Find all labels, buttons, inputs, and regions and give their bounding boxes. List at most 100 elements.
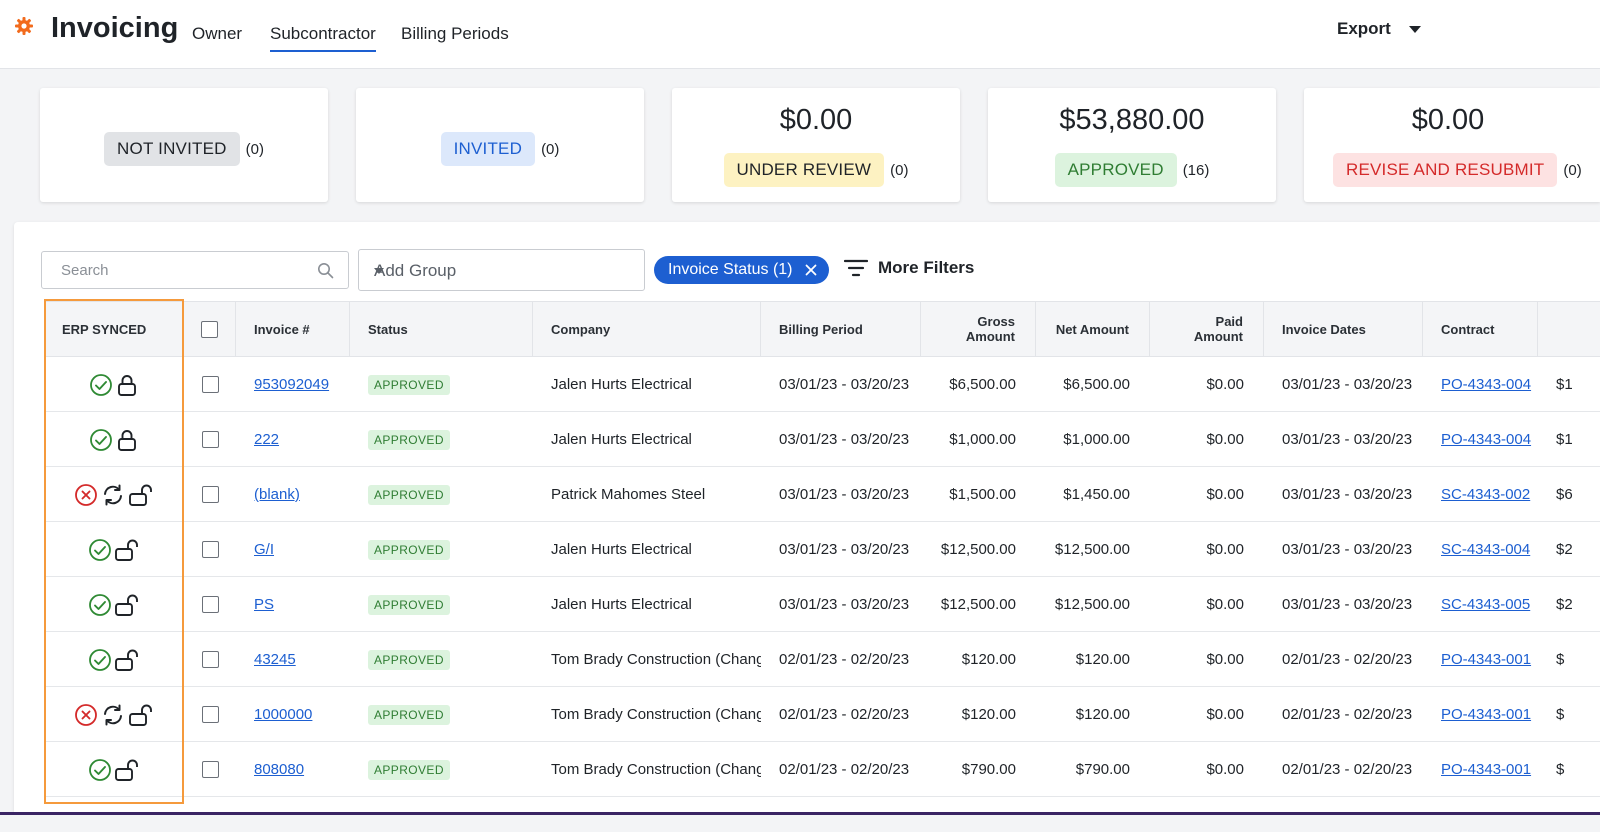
col-status[interactable]: Status <box>350 302 533 356</box>
tab-billing-periods[interactable]: Billing Periods <box>401 24 509 43</box>
search-input[interactable]: Search <box>41 251 349 289</box>
status-badge-cell: APPROVED <box>350 742 533 797</box>
contract-link[interactable]: PO-4343-001 <box>1441 706 1532 723</box>
col-erp-synced[interactable]: ERP SYNCED <box>44 302 184 356</box>
contract-link[interactable]: SC-4343-005 <box>1441 596 1531 613</box>
col-gross-amount[interactable]: Gross Amount <box>921 302 1036 356</box>
paid-amount-cell: $0.00 <box>1150 742 1264 797</box>
invoice-dates: 03/01/23 - 03/20/23 <box>1282 486 1413 503</box>
col-next <box>1538 302 1600 356</box>
invoice-number-link[interactable]: 808080 <box>254 761 305 778</box>
invoice-dates: 02/01/23 - 02/20/23 <box>1282 651 1413 668</box>
status-badge: APPROVED <box>368 594 450 615</box>
invoice-number-link[interactable]: 1000000 <box>254 706 313 723</box>
search-placeholder: Search <box>61 262 109 279</box>
table-row[interactable]: G/I APPROVED Jalen Hurts Electrical 03/01/2… <box>44 522 1600 577</box>
table-row[interactable]: 808080 APPROVED Tom Brady Construction (Ch… <box>44 742 1600 797</box>
card-amount: $53,880.00 <box>1059 104 1205 136</box>
invoice-number-link[interactable]: 953092049 <box>254 376 330 393</box>
summary-card-not-invited[interactable]: NOT INVITED (0) <box>40 88 328 202</box>
col-invoice-number[interactable]: Invoice # <box>236 302 350 356</box>
export-label: Export <box>1337 19 1391 38</box>
invoice-number-link-cell: 953092049 <box>236 357 350 412</box>
invoice-number-link[interactable]: PS <box>254 596 275 613</box>
close-icon[interactable] <box>805 264 817 276</box>
net-amount-cell: $6,500.00 <box>1036 357 1150 412</box>
contract-link[interactable]: PO-4343-004 <box>1441 431 1532 448</box>
table-row[interactable]: (blank) APPROVED Patrick Mahomes Steel 03/0… <box>44 467 1600 522</box>
summary-card-invited[interactable]: INVITED (0) <box>356 88 644 202</box>
gross-amount-cell: $120.00 <box>921 632 1036 687</box>
contract-link-cell: SC-4343-004 <box>1423 522 1538 577</box>
invoice-dates: 03/01/23 - 03/20/23 <box>1282 541 1413 558</box>
paid-amount: $0.00 <box>1206 596 1244 613</box>
summary-card-revise-resubmit[interactable]: $0.00 REVISE AND RESUBMIT (0) <box>1304 88 1600 202</box>
table-row[interactable]: 953092049 APPROVED Jalen Hurts Electrical 0… <box>44 357 1600 412</box>
invoice-dates: 03/01/23 - 03/20/23 <box>1282 376 1413 393</box>
next-column-value-cell: $ <box>1538 742 1600 797</box>
row-checkbox[interactable] <box>201 431 219 448</box>
row-checkbox[interactable] <box>201 596 219 613</box>
status-badge-cell: APPROVED <box>350 632 533 687</box>
table-row[interactable]: PS APPROVED Jalen Hurts Electrical 03/01/23… <box>44 577 1600 632</box>
x-circle-icon <box>75 703 97 726</box>
col-billing-period[interactable]: Billing Period <box>761 302 921 356</box>
net-amount-cell: $12,500.00 <box>1036 522 1150 577</box>
col-paid-amount[interactable]: Paid Amount <box>1150 302 1264 356</box>
net-amount: $120.00 <box>1075 706 1130 723</box>
contract-link[interactable]: PO-4343-004 <box>1441 376 1532 393</box>
company-name-cell: Tom Brady Construction (Chang <box>533 687 761 742</box>
next-column-value: $2 <box>1556 596 1573 613</box>
invoice-number-link[interactable]: 222 <box>254 431 280 448</box>
export-button[interactable]: Export <box>1337 19 1421 39</box>
tab-owner[interactable]: Owner <box>192 24 243 43</box>
row-checkbox[interactable] <box>201 761 219 778</box>
contract-link-cell: PO-4343-004 <box>1423 412 1538 467</box>
erp-status-icons <box>89 373 139 397</box>
table-row[interactable]: 43245 APPROVED Tom Brady Construction (Cha… <box>44 632 1600 687</box>
contract-link[interactable]: SC-4343-004 <box>1441 541 1531 558</box>
summary-card-under-review[interactable]: $0.00 UNDER REVIEW (0) <box>672 88 960 202</box>
col-contract[interactable]: Contract <box>1423 302 1538 356</box>
table-row[interactable]: 222 APPROVED Jalen Hurts Electrical 03/01/2… <box>44 412 1600 467</box>
net-amount: $1,450.00 <box>1063 486 1130 503</box>
add-group-placeholder: Add Group <box>374 261 457 280</box>
net-amount-cell: $1,450.00 <box>1036 467 1150 522</box>
contract-link[interactable]: PO-4343-001 <box>1441 761 1532 778</box>
row-checkbox[interactable] <box>201 706 219 723</box>
table-row[interactable]: 1000000 APPROVED Tom Brady Construction (C… <box>44 687 1600 742</box>
company-name-cell: Jalen Hurts Electrical <box>533 522 761 577</box>
col-company[interactable]: Company <box>533 302 761 356</box>
row-checkbox[interactable] <box>201 486 219 503</box>
tab-subcontractor[interactable]: Subcontractor <box>270 24 376 52</box>
status-badge-cell: APPROVED <box>350 577 533 632</box>
contract-link[interactable]: PO-4343-001 <box>1441 651 1532 668</box>
app-header: Invoicing Owner Subcontractor Billing Pe… <box>0 0 1600 69</box>
invoice-number-link[interactable]: 43245 <box>254 651 296 668</box>
invoice-number-link[interactable]: G/I <box>254 541 275 558</box>
row-checkbox[interactable] <box>201 376 219 393</box>
paid-amount-cell: $0.00 <box>1150 467 1264 522</box>
col-invoice-dates[interactable]: Invoice Dates <box>1264 302 1423 356</box>
unlock-icon <box>115 539 138 561</box>
summary-card-approved[interactable]: $53,880.00 APPROVED (16) <box>988 88 1276 202</box>
more-filters-button[interactable]: More Filters <box>844 258 974 278</box>
company-name-cell: Jalen Hurts Electrical <box>533 357 761 412</box>
col-net-amount[interactable]: Net Amount <box>1036 302 1150 356</box>
row-checkbox[interactable] <box>201 541 219 558</box>
company-name: Jalen Hurts Electrical <box>551 596 692 613</box>
billing-period: 03/01/23 - 03/20/23 <box>779 376 910 393</box>
status-badge-cell: APPROVED <box>350 467 533 522</box>
add-group-select[interactable]: Add Group <box>358 249 645 291</box>
invoice-status-filter-chip[interactable]: Invoice Status (1) <box>654 256 829 284</box>
contract-link[interactable]: SC-4343-002 <box>1441 486 1531 503</box>
unlock-icon <box>115 649 138 671</box>
status-badge: UNDER REVIEW <box>723 153 885 187</box>
row-checkbox[interactable] <box>201 651 219 668</box>
select-all-checkbox[interactable] <box>201 320 218 338</box>
company-name: Jalen Hurts Electrical <box>551 376 692 393</box>
erp-sync-cell <box>44 357 184 412</box>
gear-icon[interactable] <box>14 16 34 36</box>
contract-link-cell: PO-4343-001 <box>1423 742 1538 797</box>
invoice-number-link[interactable]: (blank) <box>254 486 300 503</box>
